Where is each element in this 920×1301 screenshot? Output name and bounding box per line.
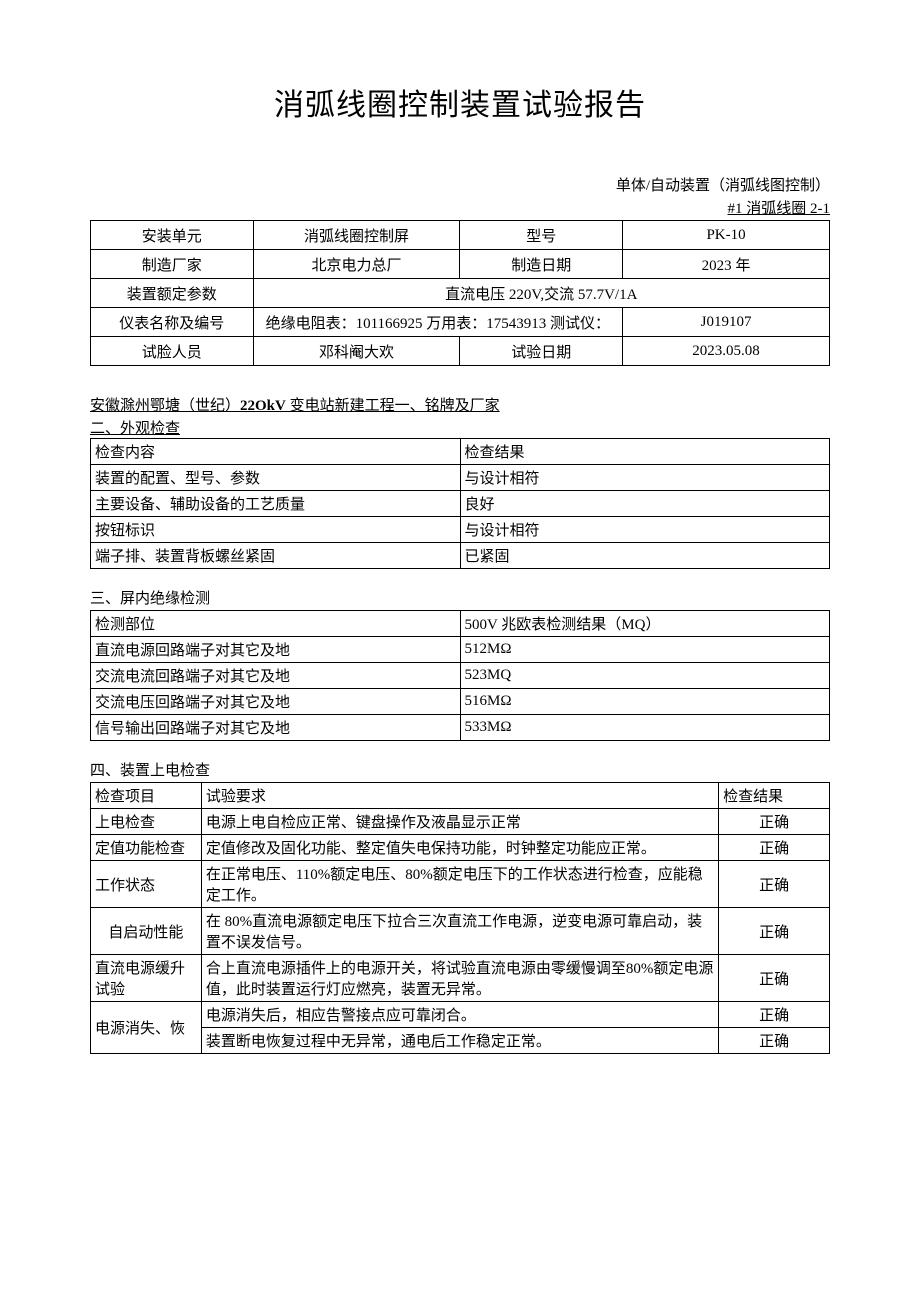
cell: 交流电流回路端子对其它及地 — [91, 663, 461, 689]
cell: 直流电源缓升试验 — [91, 955, 202, 1002]
label-manufacturer: 制造厂家 — [91, 250, 254, 279]
header-check-content: 检查内容 — [91, 439, 461, 465]
cell: 在正常电压、110%额定电压、80%额定电压下的工作状态进行检查，应能稳定工作。 — [201, 861, 718, 908]
label-mfg-date: 制造日期 — [460, 250, 623, 279]
table-row: 信号输出回路端子对其它及地533MΩ — [91, 715, 830, 741]
table-row: 上电检查电源上电自检应正常、键盘操作及液晶显示正常正确 — [91, 809, 830, 835]
table-row: 直流电源缓升试验合上直流电源插件上的电源开关，将试验直流电源由零缓慢调至80%额… — [91, 955, 830, 1002]
cell: 工作状态 — [91, 861, 202, 908]
cell: 定值功能检查 — [91, 835, 202, 861]
project-suffix: 变电站新建工程一、铭牌及厂家 — [286, 398, 500, 414]
value-personnel: 邓科阉大欢 — [253, 337, 460, 366]
cell: 正确 — [719, 809, 830, 835]
cell: 正确 — [719, 1028, 830, 1054]
visual-check-table: 检查内容 检查结果 装置的配置、型号、参数与设计相符 主要设备、辅助设备的工艺质… — [90, 438, 830, 569]
page-title: 消弧线圈控制装置试验报告 — [90, 80, 830, 124]
header-check-result: 检查结果 — [460, 439, 830, 465]
table-row: 定值功能检查定值修改及固化功能、整定值失电保持功能，时钟整定功能应正常。正确 — [91, 835, 830, 861]
table-row: 仪表名称及编号 绝缘电阻表：101166925 万用表：17543913 测试仪… — [91, 308, 830, 337]
cell: 交流电压回路端子对其它及地 — [91, 689, 461, 715]
cell: 正确 — [719, 1002, 830, 1028]
power-on-check-table: 检查项目 试验要求 检查结果 上电检查电源上电自检应正常、键盘操作及液晶显示正常… — [90, 782, 830, 1054]
project-prefix: 安徽滁州鄂塘（世纪） — [90, 398, 240, 414]
cell: 已紧固 — [460, 543, 830, 569]
cell: 在 80%直流电源额定电压下拉合三次直流工作电源，逆变电源可靠启动，装置不误发信… — [201, 908, 718, 955]
header-test-result: 500V 兆欧表检测结果（MQ） — [460, 611, 830, 637]
label-instruments: 仪表名称及编号 — [91, 308, 254, 337]
table-row: 试脸人员 邓科阉大欢 试验日期 2023.05.08 — [91, 337, 830, 366]
cell: 电源消失后，相应告警接点应可靠闭合。 — [201, 1002, 718, 1028]
cell: 良好 — [460, 491, 830, 517]
insulation-table: 检测部位 500V 兆欧表检测结果（MQ） 直流电源回路端子对其它及地512MΩ… — [90, 610, 830, 741]
cell: 电源消失、恢 — [91, 1002, 202, 1054]
cell: 523MQ — [460, 663, 830, 689]
value-manufacturer: 北京电力总厂 — [253, 250, 460, 279]
table-row: 端子排、装置背板螺丝紧固已紧固 — [91, 543, 830, 569]
cell: 与设计相符 — [460, 465, 830, 491]
cell: 上电检查 — [91, 809, 202, 835]
cell: 信号输出回路端子对其它及地 — [91, 715, 461, 741]
table-row: 检测部位 500V 兆欧表检测结果（MQ） — [91, 611, 830, 637]
value-tester-no: J019107 — [623, 308, 830, 337]
cell: 电源上电自检应正常、键盘操作及液晶显示正常 — [201, 809, 718, 835]
cell: 正确 — [719, 861, 830, 908]
cell: 正确 — [719, 955, 830, 1002]
table-row: 检查项目 试验要求 检查结果 — [91, 783, 830, 809]
cell: 直流电源回路端子对其它及地 — [91, 637, 461, 663]
cell: 按钮标识 — [91, 517, 461, 543]
section-3-title: 三、屏内绝缘检测 — [90, 587, 830, 608]
cell: 533MΩ — [460, 715, 830, 741]
section-2-title: 二、外观检查 — [90, 417, 830, 438]
cell: 端子排、装置背板螺丝紧固 — [91, 543, 461, 569]
header-test-req: 试验要求 — [201, 783, 718, 809]
header-check-result: 检查结果 — [719, 783, 830, 809]
label-rated-params: 装置额定参数 — [91, 279, 254, 308]
table-row: 制造厂家 北京电力总厂 制造日期 2023 年 — [91, 250, 830, 279]
cell: 主要设备、辅助设备的工艺质量 — [91, 491, 461, 517]
table-row: 安装单元 消弧线圈控制屏 型号 PK-10 — [91, 221, 830, 250]
value-model: PK-10 — [623, 221, 830, 250]
table-row: 交流电压回路端子对其它及地516MΩ — [91, 689, 830, 715]
label-install-unit: 安装单元 — [91, 221, 254, 250]
table-row: 直流电源回路端子对其它及地512MΩ — [91, 637, 830, 663]
project-voltage: 22OkV — [240, 398, 286, 414]
table-row: 电源消失、恢 电源消失后，相应告警接点应可靠闭合。 正确 — [91, 1002, 830, 1028]
project-line: 安徽滁州鄂塘（世纪）22OkV 变电站新建工程一、铭牌及厂家 — [90, 394, 830, 415]
table-row: 自启动性能在 80%直流电源额定电压下拉合三次直流工作电源，逆变电源可靠启动，装… — [91, 908, 830, 955]
table-row: 按钮标识与设计相符 — [91, 517, 830, 543]
table-row: 检查内容 检查结果 — [91, 439, 830, 465]
label-model: 型号 — [460, 221, 623, 250]
table-row: 主要设备、辅助设备的工艺质量良好 — [91, 491, 830, 517]
subtitle: 单体/自动装置（消弧线图控制） — [90, 174, 830, 195]
table-row: 装置额定参数 直流电压 220V,交流 57.7V/1A — [91, 279, 830, 308]
value-install-unit: 消弧线圈控制屏 — [253, 221, 460, 250]
cell: 自启动性能 — [91, 908, 202, 955]
table-row: 装置的配置、型号、参数与设计相符 — [91, 465, 830, 491]
cell: 516MΩ — [460, 689, 830, 715]
cell: 正确 — [719, 908, 830, 955]
cell: 装置断电恢复过程中无异常，通电后工作稳定正常。 — [201, 1028, 718, 1054]
info-table: 安装单元 消弧线圈控制屏 型号 PK-10 制造厂家 北京电力总厂 制造日期 2… — [90, 220, 830, 366]
value-mfg-date: 2023 年 — [623, 250, 830, 279]
header-test-location: 检测部位 — [91, 611, 461, 637]
cell: 装置的配置、型号、参数 — [91, 465, 461, 491]
table-row: 交流电流回路端子对其它及地523MQ — [91, 663, 830, 689]
cell: 定值修改及固化功能、整定值失电保持功能，时钟整定功能应正常。 — [201, 835, 718, 861]
table-row: 工作状态在正常电压、110%额定电压、80%额定电压下的工作状态进行检查，应能稳… — [91, 861, 830, 908]
value-instruments: 绝缘电阻表：101166925 万用表：17543913 测试仪： — [253, 308, 622, 337]
table-row: 装置断电恢复过程中无异常，通电后工作稳定正常。 正确 — [91, 1028, 830, 1054]
cell: 正确 — [719, 835, 830, 861]
section-4-title: 四、装置上电检查 — [90, 759, 830, 780]
cell: 合上直流电源插件上的电源开关，将试验直流电源由零缓慢调至80%额定电源值，此时装… — [201, 955, 718, 1002]
cell: 512MΩ — [460, 637, 830, 663]
header-check-item: 检查项目 — [91, 783, 202, 809]
value-rated-params: 直流电压 220V,交流 57.7V/1A — [253, 279, 829, 308]
value-test-date: 2023.05.08 — [623, 337, 830, 366]
label-personnel: 试脸人员 — [91, 337, 254, 366]
label-test-date: 试验日期 — [460, 337, 623, 366]
cell: 与设计相符 — [460, 517, 830, 543]
device-code: #1 消弧线圈 2-1 — [90, 197, 830, 218]
